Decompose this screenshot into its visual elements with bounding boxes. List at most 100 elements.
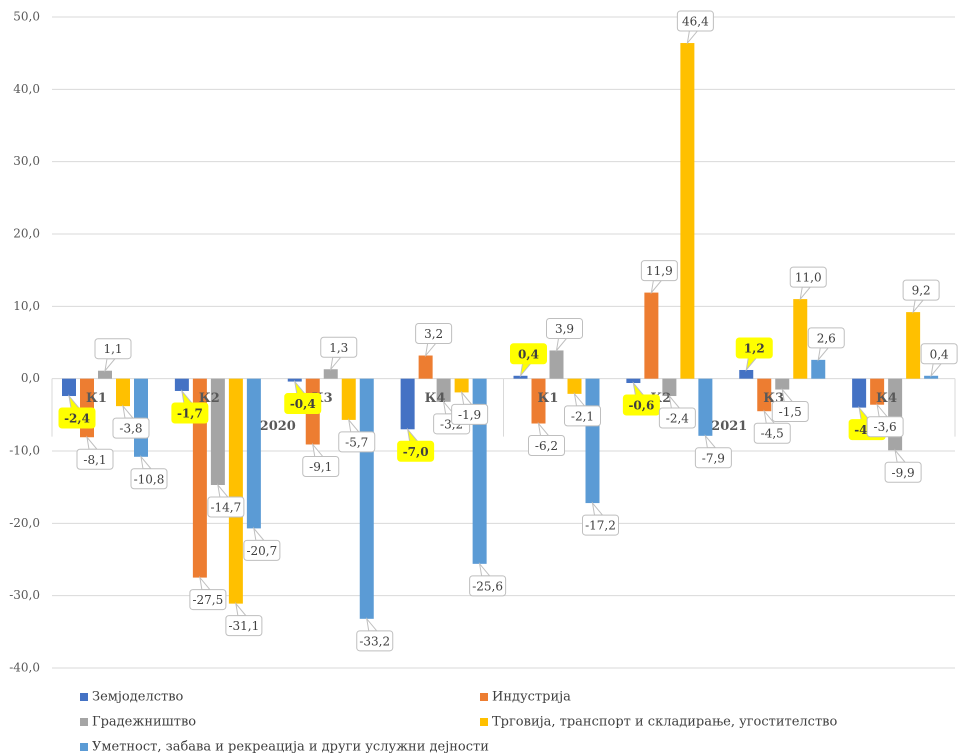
bar bbox=[549, 350, 564, 379]
label-pointer bbox=[537, 421, 550, 437]
bar bbox=[698, 378, 713, 436]
label-pointer bbox=[365, 617, 378, 632]
label-box bbox=[640, 260, 678, 282]
data-label: -1,9 bbox=[458, 408, 481, 422]
bar bbox=[906, 312, 921, 379]
label-box bbox=[397, 440, 435, 462]
data-label: 9,2 bbox=[912, 284, 931, 298]
label-pointer bbox=[573, 392, 586, 407]
label-box bbox=[771, 401, 809, 423]
bar bbox=[757, 378, 772, 412]
y-tick-label: 40,0 bbox=[13, 82, 40, 96]
label-pointer bbox=[478, 562, 491, 577]
label-box bbox=[58, 407, 96, 429]
x-tick-label: К1 bbox=[538, 391, 559, 406]
label-pointer bbox=[311, 442, 324, 457]
bar bbox=[472, 378, 487, 564]
data-label: -9,1 bbox=[309, 460, 332, 474]
data-label: -33,2 bbox=[359, 634, 390, 648]
data-label: -9,9 bbox=[892, 466, 915, 480]
label-pointer bbox=[181, 389, 193, 404]
data-label: -1,7 bbox=[177, 406, 203, 420]
label-box bbox=[130, 468, 168, 490]
data-label: -5,7 bbox=[345, 435, 368, 449]
label-pointer bbox=[235, 601, 247, 617]
bar bbox=[739, 369, 754, 379]
label-pointer bbox=[217, 483, 229, 498]
label-box bbox=[676, 10, 714, 32]
label-box bbox=[582, 514, 619, 536]
label-pointer bbox=[253, 526, 265, 541]
data-label: -3,6 bbox=[874, 420, 897, 434]
label-box bbox=[112, 417, 150, 439]
legend-swatch bbox=[80, 743, 88, 751]
bar bbox=[567, 378, 582, 394]
data-label: -2,1 bbox=[571, 409, 594, 423]
label-box bbox=[338, 431, 376, 453]
bar bbox=[246, 378, 261, 529]
y-tick-label: -30,0 bbox=[9, 588, 40, 602]
data-label: -2,4 bbox=[64, 412, 90, 426]
label-pointer bbox=[876, 402, 889, 418]
label-box bbox=[564, 405, 601, 427]
label-box bbox=[207, 496, 245, 518]
bar bbox=[454, 378, 469, 393]
y-tick-label: 10,0 bbox=[13, 299, 40, 313]
label-pointer bbox=[406, 427, 419, 442]
label-pointer bbox=[122, 404, 135, 419]
label-box bbox=[320, 336, 358, 358]
legend-label: Трговија, транспорт и складирање, угости… bbox=[492, 715, 837, 730]
bar bbox=[228, 378, 243, 604]
data-label: -2,4 bbox=[666, 412, 690, 426]
label-pointer bbox=[686, 30, 699, 45]
data-label: -10,8 bbox=[134, 472, 165, 486]
bar bbox=[418, 355, 433, 379]
label-pointer bbox=[817, 347, 830, 362]
label-box bbox=[920, 343, 958, 365]
legend-swatch bbox=[480, 693, 488, 701]
legend-swatch bbox=[480, 718, 488, 726]
label-pointer bbox=[894, 448, 907, 463]
label-box bbox=[528, 435, 565, 457]
bar bbox=[192, 378, 207, 578]
data-label: -7,9 bbox=[702, 451, 725, 465]
bar bbox=[924, 375, 939, 379]
label-pointer bbox=[86, 435, 99, 450]
bar bbox=[287, 378, 302, 382]
group-label: 2020 bbox=[260, 419, 296, 434]
data-label: -6,2 bbox=[535, 439, 558, 453]
bar bbox=[323, 369, 338, 379]
data-label: 46,4 bbox=[682, 15, 709, 29]
data-label: -0,6 bbox=[628, 399, 654, 413]
data-label: 0,4 bbox=[930, 347, 949, 361]
bar bbox=[116, 378, 130, 407]
data-label: 2,6 bbox=[817, 331, 836, 345]
y-tick-label: 0,0 bbox=[21, 371, 40, 385]
bar bbox=[98, 370, 112, 379]
bar bbox=[359, 378, 374, 619]
data-label: 11,0 bbox=[795, 271, 822, 285]
bar bbox=[775, 378, 790, 390]
bar bbox=[531, 378, 546, 424]
bar bbox=[888, 378, 903, 451]
label-pointer bbox=[745, 357, 758, 372]
bar bbox=[811, 359, 826, 379]
label-pointer bbox=[140, 455, 153, 470]
bar bbox=[210, 378, 225, 485]
label-box bbox=[789, 266, 827, 288]
x-tick-label: К4 bbox=[876, 391, 897, 406]
y-tick-label: -10,0 bbox=[9, 444, 40, 458]
bar bbox=[662, 378, 677, 397]
data-label: 1,1 bbox=[103, 342, 122, 356]
data-label: -4,5 bbox=[761, 427, 784, 441]
label-pointer bbox=[347, 418, 360, 433]
label-box bbox=[546, 317, 583, 339]
bar bbox=[680, 43, 695, 379]
data-label: -8,1 bbox=[83, 453, 106, 467]
data-label: 11,9 bbox=[646, 264, 673, 278]
label-pointer bbox=[424, 343, 437, 358]
label-pointer bbox=[329, 356, 342, 371]
legend-label: Индустрија bbox=[492, 690, 571, 705]
data-label: -7,0 bbox=[403, 445, 429, 459]
